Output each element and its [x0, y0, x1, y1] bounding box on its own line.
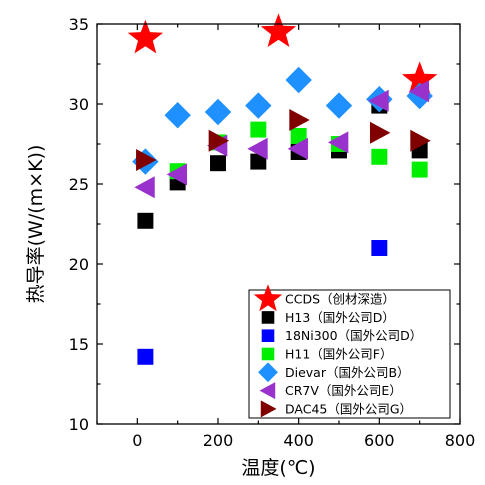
data-point — [260, 13, 297, 47]
data-point — [137, 212, 154, 229]
series-2 — [137, 240, 388, 365]
legend-marker — [259, 382, 276, 400]
series-6 — [136, 109, 431, 171]
legend-label: CCDS（创材深造） — [285, 292, 395, 307]
data-point — [287, 137, 309, 160]
data-point — [204, 98, 232, 126]
axis-ticks: 0 200 400 600 800 10 15 20 25 30 35 — [69, 15, 476, 450]
x-axis-title: 温度(℃) — [241, 457, 315, 479]
legend-label: CR7V（国外公司E） — [285, 383, 402, 398]
data-point — [408, 80, 430, 103]
x-tick-label: 400 — [283, 431, 314, 450]
x-tick-label: 0 — [132, 431, 142, 450]
data-point — [325, 92, 353, 119]
data-point — [402, 61, 438, 95]
legend-marker — [260, 400, 277, 418]
data-point — [250, 121, 267, 138]
data-point — [164, 102, 191, 129]
legend-label: H11（国外公司F） — [285, 347, 393, 362]
data-point — [127, 19, 164, 54]
x-tick-label: 600 — [364, 431, 395, 450]
data-point — [137, 348, 154, 365]
data-point — [368, 89, 389, 112]
series-0 — [127, 13, 438, 95]
data-point — [134, 176, 155, 199]
legend-marker — [253, 284, 283, 312]
legend-label: H13（国外公司D） — [285, 310, 395, 325]
data-point — [328, 131, 349, 154]
data-point — [411, 161, 428, 178]
legend-marker — [258, 362, 278, 383]
y-tick-label: 10 — [69, 415, 89, 434]
data-point — [369, 121, 391, 144]
series-5 — [134, 80, 430, 199]
data-point — [250, 153, 267, 170]
series-4 — [132, 66, 433, 175]
data-point — [371, 148, 388, 165]
legend-label: 18Ni300（国外公司D） — [285, 328, 422, 343]
data-point — [210, 155, 226, 172]
legend-box — [248, 289, 451, 419]
data-point — [371, 240, 388, 256]
legend-label: DAC45（国外公司G） — [285, 401, 412, 416]
y-tick-label: 30 — [69, 95, 89, 114]
legend-marker — [261, 347, 275, 361]
data-point — [247, 137, 268, 160]
legend: CCDS（创材深造） H13（国外公司D） 18Ni300（国外公司D） H11（国外… — [248, 284, 451, 419]
y-tick-label: 15 — [69, 335, 89, 354]
data-point — [136, 149, 157, 171]
y-tick-label: 25 — [69, 175, 89, 194]
legend-marker — [261, 311, 275, 324]
legend-label: Dievar（国外公司B） — [285, 365, 410, 380]
data-point — [285, 66, 312, 94]
data-point — [290, 128, 307, 144]
data-marks — [127, 13, 438, 365]
data-point — [410, 129, 431, 152]
y-tick-label: 35 — [69, 15, 89, 34]
legend-marker — [261, 329, 275, 343]
data-point — [166, 163, 188, 186]
y-tick-label: 20 — [69, 255, 89, 274]
data-point — [289, 109, 310, 131]
data-point — [208, 129, 229, 152]
data-point — [245, 92, 272, 119]
x-tick-label: 200 — [203, 431, 234, 450]
y-axis-title: 热导率(W/(m×K)) — [25, 145, 47, 304]
x-tick-label: 800 — [445, 431, 476, 450]
